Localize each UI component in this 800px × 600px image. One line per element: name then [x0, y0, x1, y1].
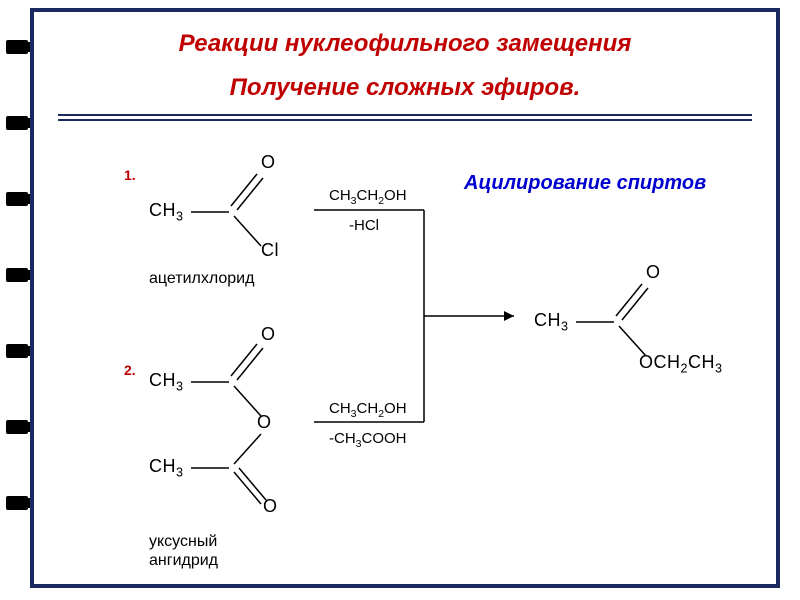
r2-ch3-top: CH3 — [149, 370, 184, 394]
acetic-anhydride-svg — [149, 332, 319, 532]
prod-ch3: CH3 — [534, 310, 569, 334]
reactant-1-caption: ацетилхлорид — [149, 270, 254, 288]
prod-o-double: O — [646, 262, 661, 283]
number-1: 1. — [124, 167, 136, 183]
reactant-2-caption: уксусныйангидрид — [149, 532, 218, 570]
product: CH3 O OCH2CH3 — [534, 262, 754, 392]
reactant-1: CH3 O Cl — [149, 152, 319, 272]
reactant-2: CH3 O O CH3 O — [149, 332, 319, 532]
section-label: Ацилирование спиртов — [464, 172, 706, 195]
title-line-1: Реакции нуклеофильного замещения — [34, 30, 776, 58]
r1-oxygen: O — [261, 152, 276, 173]
r2-ch3-bot: CH3 — [149, 456, 184, 480]
title-divider — [58, 114, 752, 121]
slide-frame: Реакции нуклеофильного замещения Получен… — [30, 8, 780, 588]
number-2: 2. — [124, 362, 136, 378]
r2-o-bot: O — [263, 496, 278, 517]
r2-o-bridge: O — [257, 412, 272, 433]
r1-cl: Cl — [261, 240, 279, 261]
prod-oet: OCH2CH3 — [639, 352, 723, 376]
r1-ch3: CH3 — [149, 200, 184, 224]
r2-o-top: O — [261, 324, 276, 345]
title-line-2: Получение сложных эфиров. — [34, 74, 776, 102]
reaction-arrows — [314, 202, 534, 452]
